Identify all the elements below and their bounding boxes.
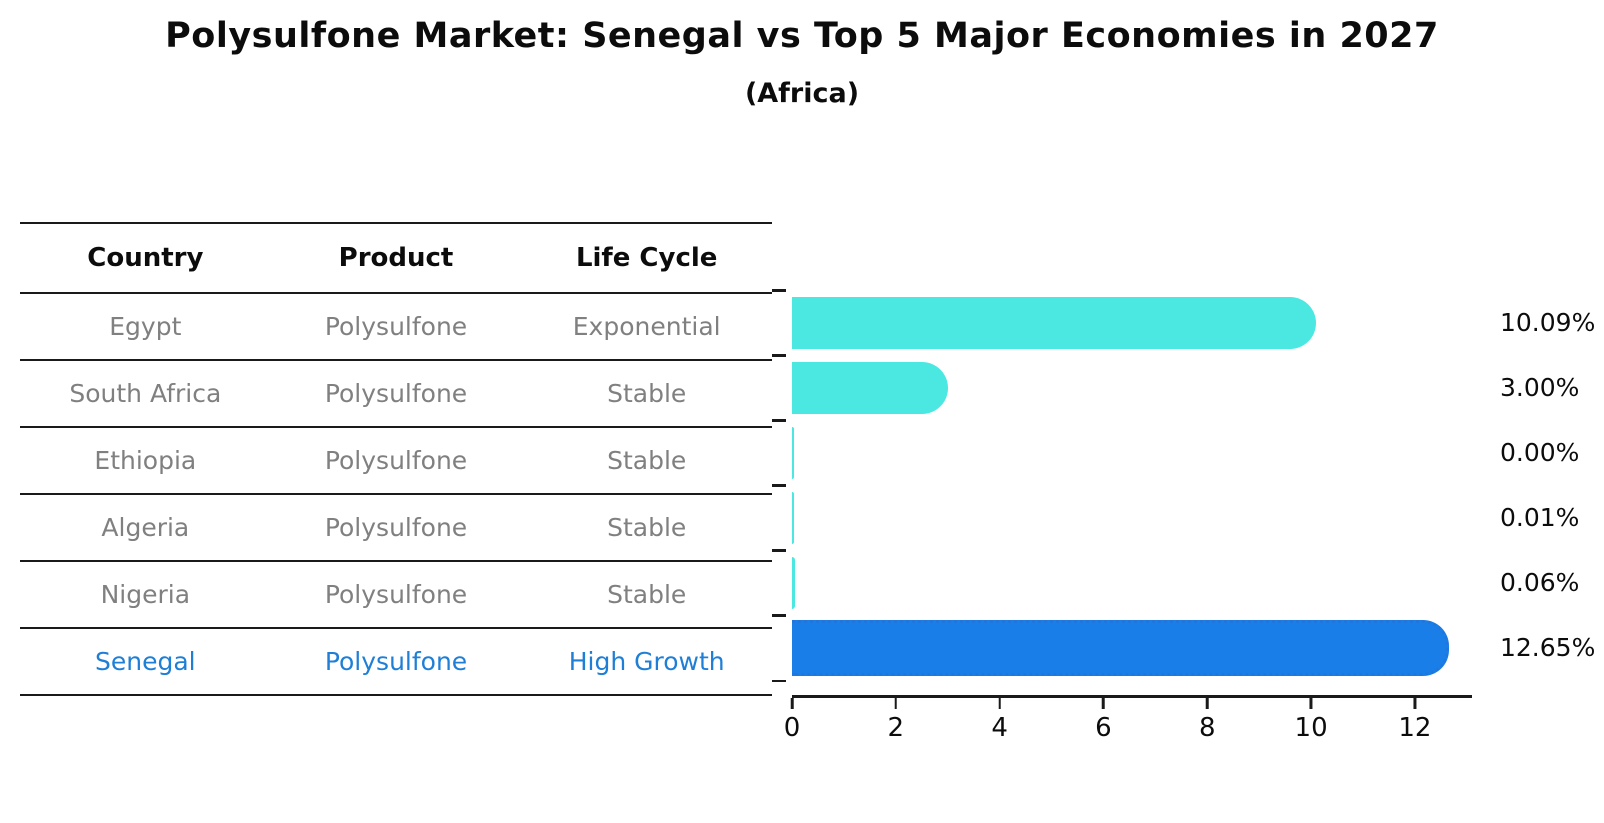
bar-row-egypt: 10.09% xyxy=(771,289,1596,355)
x-tick-8: 8 xyxy=(1199,698,1216,743)
cell-country: Egypt xyxy=(109,312,182,341)
bar-chart: 10.09% 3.00% 0.00% 0.01% xyxy=(771,222,1596,758)
cell-product: Polysulfone xyxy=(324,513,468,542)
table-row: Ethiopia Polysulfone Stable xyxy=(20,428,772,495)
x-tick-0: 0 xyxy=(784,698,800,743)
x-tick-4: 4 xyxy=(991,698,1008,743)
bar-south-africa xyxy=(792,361,948,414)
x-tick-12: 12 xyxy=(1398,698,1431,743)
cell-country: Nigeria xyxy=(100,580,191,609)
cell-country: Senegal xyxy=(95,647,196,676)
cell-life-cycle: Exponential xyxy=(572,312,721,341)
cell-country: Algeria xyxy=(101,513,190,542)
country-table: Country Product Life Cycle Egypt Polysul… xyxy=(20,222,772,696)
bar-track xyxy=(792,491,1472,544)
x-tick-6: 6 xyxy=(1095,698,1112,743)
cell-product: Polysulfone xyxy=(324,580,468,609)
table-row: Nigeria Polysulfone Stable xyxy=(20,562,772,629)
value-label: 0.00% xyxy=(1500,438,1580,467)
cell-country: Ethiopia xyxy=(94,446,197,475)
cell-product: Polysulfone xyxy=(324,379,468,408)
bar-row-nigeria: 0.06% xyxy=(771,549,1595,615)
x-axis: 0 2 4 6 8 10 12 xyxy=(784,695,1472,758)
cell-product: Polysulfone xyxy=(324,312,468,341)
table-row: Egypt Polysulfone Exponential xyxy=(20,294,772,361)
cell-life-cycle: Stable xyxy=(607,379,687,408)
bar-nigeria xyxy=(792,556,796,609)
table-row-senegal-highlight: Senegal Polysulfone High Growth xyxy=(20,629,772,696)
cell-life-cycle: Stable xyxy=(607,513,687,542)
bar-track xyxy=(792,296,1472,349)
cell-product: Polysulfone xyxy=(324,446,468,475)
bar-row-south-africa: 3.00% xyxy=(771,354,1595,420)
cell-life-cycle: Stable xyxy=(607,446,687,475)
title-block: Polysulfone Market: Senegal vs Top 5 Maj… xyxy=(12,0,1592,109)
value-label: 3.00% xyxy=(1500,373,1580,402)
bar-egypt xyxy=(792,296,1316,349)
value-label: 0.06% xyxy=(1500,568,1580,597)
cell-product: Polysulfone xyxy=(324,647,468,676)
bar-track xyxy=(792,619,1472,676)
bar-row-algeria: 0.01% xyxy=(771,484,1595,550)
table-row: South Africa Polysulfone Stable xyxy=(20,361,772,428)
table-header-row: Country Product Life Cycle xyxy=(20,222,772,294)
chart-body: Country Product Life Cycle Egypt Polysul… xyxy=(20,222,1604,758)
bar-algeria xyxy=(792,491,794,544)
column-header-country: Country xyxy=(87,243,204,273)
cell-life-cycle: High Growth xyxy=(568,647,725,676)
value-label: 0.01% xyxy=(1500,503,1580,532)
bar-track xyxy=(792,426,1472,479)
value-label: 12.65% xyxy=(1500,633,1596,662)
x-tick-2: 2 xyxy=(888,698,904,743)
column-header-life-cycle: Life Cycle xyxy=(575,243,718,273)
table-row: Algeria Polysulfone Stable xyxy=(20,495,772,562)
cell-life-cycle: Stable xyxy=(607,580,687,609)
page-title: Polysulfone Market: Senegal vs Top 5 Maj… xyxy=(165,16,1439,56)
bar-track xyxy=(792,361,1472,414)
column-header-product: Product xyxy=(338,243,454,273)
bar-track xyxy=(792,556,1472,609)
cell-country: South Africa xyxy=(69,379,222,408)
bar-row-ethiopia: 0.00% xyxy=(771,419,1595,485)
value-label: 10.09% xyxy=(1500,308,1596,337)
bar-row-senegal-highlight: 12.65% xyxy=(771,614,1596,682)
bar-senegal xyxy=(792,619,1449,676)
page-subtitle: (Africa) xyxy=(744,78,860,109)
x-tick-10: 10 xyxy=(1295,698,1328,743)
bar-ethiopia xyxy=(792,426,794,479)
